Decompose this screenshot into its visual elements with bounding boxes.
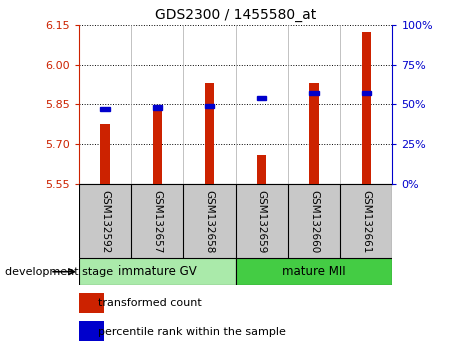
Bar [79,293,104,313]
Bar [309,91,319,95]
Bar [205,83,214,184]
Text: GSM132592: GSM132592 [100,190,110,253]
Bar [309,82,319,184]
Text: mature MII: mature MII [282,265,346,278]
Text: GSM132661: GSM132661 [361,190,371,253]
Text: GSM132660: GSM132660 [309,190,319,253]
Bar [152,108,162,184]
Bar [205,104,214,108]
Bar [100,107,110,111]
Bar [79,321,104,341]
Text: GSM132658: GSM132658 [204,190,215,253]
Text: GSM132659: GSM132659 [257,190,267,253]
Text: development stage: development stage [5,267,113,277]
Bar [236,258,392,285]
Bar [79,258,236,285]
Title: GDS2300 / 1455580_at: GDS2300 / 1455580_at [155,8,316,22]
Bar [257,155,267,184]
Bar [152,105,162,110]
Text: percentile rank within the sample: percentile rank within the sample [98,327,285,337]
Bar [257,96,267,100]
Text: immature GV: immature GV [118,265,197,278]
Bar [362,32,371,184]
Bar [362,91,371,95]
Bar [100,124,110,184]
Text: GSM132657: GSM132657 [152,190,162,253]
Text: transformed count: transformed count [98,298,202,308]
